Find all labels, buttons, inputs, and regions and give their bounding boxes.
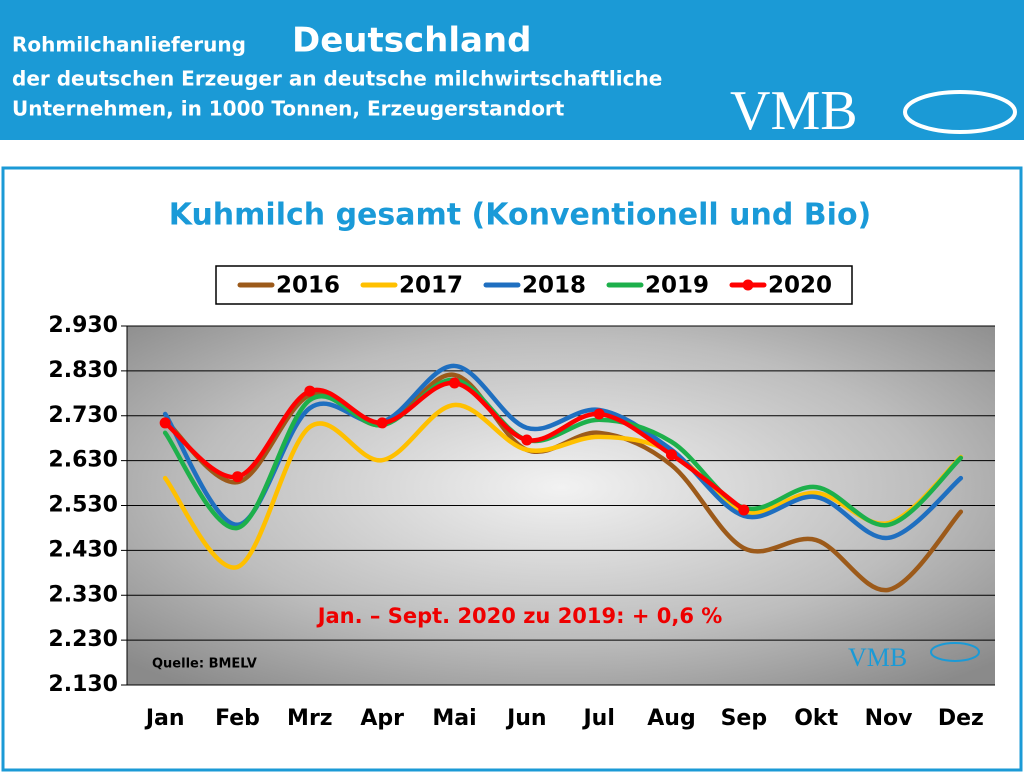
header-title-small: Rohmilchanlieferung [12,33,246,57]
small-logo-swirl [930,642,980,662]
y-tick-label: 2.630 [48,448,118,473]
legend-label: 2016 [276,273,340,299]
x-tick-label: Sep [721,706,768,731]
series-line [162,402,964,570]
source: Quelle: BMELV [152,657,257,672]
y-tick-label: 2.530 [48,493,118,518]
legend-marker [742,279,754,291]
y-tick-label: 2.230 [48,627,118,652]
y-tick-label: 2.730 [48,403,118,428]
x-tick-label: Okt [794,706,838,731]
marker [159,417,171,429]
x-tick-label: Dez [938,706,984,731]
y-tick-label: 2.430 [48,537,118,562]
logo: VMB [730,80,858,142]
y-tick-label: 2.830 [48,358,118,383]
marker [593,408,605,420]
logo-swirl [903,90,1017,134]
y-tick-label: 2.930 [48,313,118,338]
x-tick-label: Aug [647,706,695,731]
x-tick-label: Jan [144,706,185,731]
legend-label: 2019 [645,273,709,299]
x-tick-label: Mai [432,706,476,731]
header-title-big: Deutschland [292,21,531,61]
marker [449,377,460,389]
marker [376,417,388,429]
header-bar [0,0,1024,140]
annotation: Jan. – Sept. 2020 zu 2019: + 0,6 % [316,604,723,628]
marker [304,385,316,397]
chart-title: Kuhmilch gesamt (Konventionell und Bio) [169,198,872,233]
legend-label: 2017 [399,273,463,299]
legend-label: 2020 [768,273,832,299]
y-tick-label: 2.330 [48,582,118,607]
x-tick-label: Jun [505,706,547,731]
legend-label: 2018 [522,273,586,299]
x-tick-label: Jul [581,706,614,731]
header-subtitle: der deutschen Erzeuger an deutsche milch… [12,67,662,91]
header-subtitle: Unternehmen, in 1000 Tonnen, Erzeugersta… [12,97,565,121]
x-tick-label: Nov [865,706,914,731]
marker [232,471,243,483]
x-tick-label: Mrz [287,706,333,731]
marker [521,434,533,446]
x-tick-label: Feb [215,706,260,731]
x-tick-label: Apr [360,706,404,731]
y-tick-label: 2.130 [48,672,118,697]
marker [738,504,750,516]
small-logo: VMB [848,643,907,672]
marker [666,449,677,461]
